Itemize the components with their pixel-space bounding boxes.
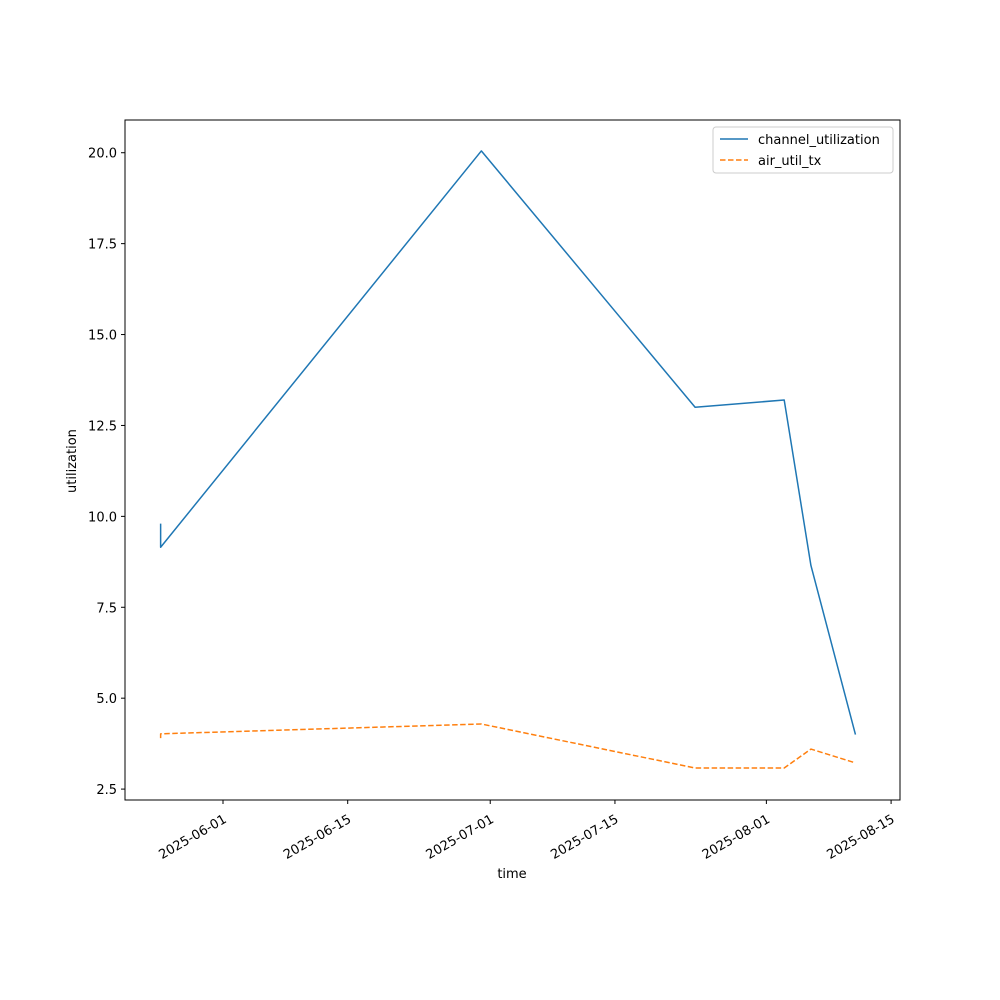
y-tick-label: 20.0 — [88, 147, 117, 162]
y-tick-label: 10.0 — [88, 510, 117, 525]
y-tick-label: 7.5 — [96, 601, 117, 616]
legend-label-channel-utilization: channel_utilization — [758, 133, 880, 148]
legend-label-air-util-tx: air_util_tx — [758, 154, 822, 169]
y-tick-label: 5.0 — [96, 692, 117, 707]
x-axis-title: time — [497, 867, 526, 882]
series-line-air-util-tx — [159, 723, 856, 769]
y-tick-label: 17.5 — [88, 238, 117, 253]
y-axis-title: utilization — [65, 429, 80, 493]
y-tick-label: 12.5 — [88, 419, 117, 434]
legend-box — [712, 126, 894, 174]
legend: channel_utilization air_util_tx — [712, 126, 894, 174]
y-tick-label: 2.5 — [96, 783, 117, 798]
y-axis: 2.5 5.0 7.5 10.0 12.5 15.0 17.5 20.0 — [88, 147, 125, 798]
y-tick-label: 15.0 — [88, 329, 117, 344]
series-line-channel-utilization — [159, 150, 857, 735]
series-layer — [159, 150, 857, 769]
plot-frame — [124, 119, 901, 801]
